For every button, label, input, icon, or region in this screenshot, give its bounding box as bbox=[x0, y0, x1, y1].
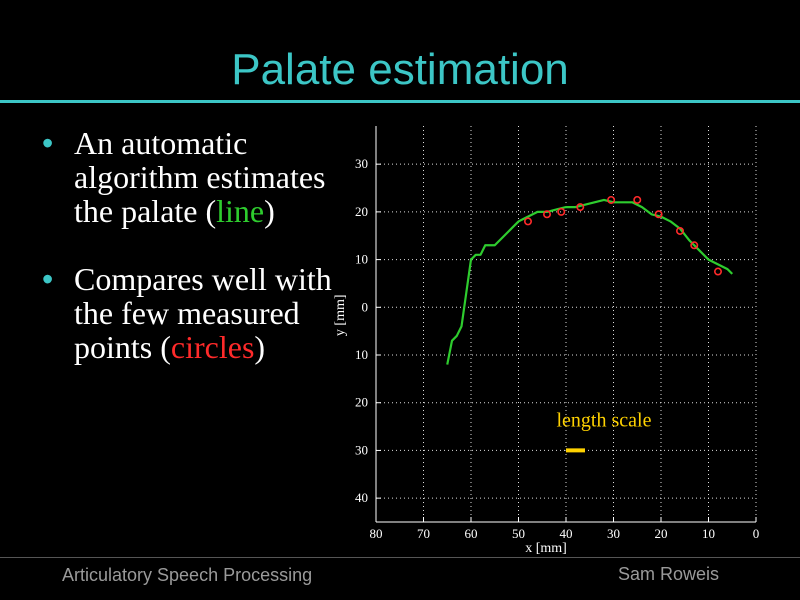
bullet-marker: • bbox=[42, 125, 54, 161]
y-tick-label: 0 bbox=[362, 299, 369, 314]
y-tick-label: 40 bbox=[355, 490, 368, 505]
measured-point bbox=[690, 241, 699, 250]
measured-point bbox=[576, 203, 585, 212]
y-tick-label: 30 bbox=[355, 442, 368, 457]
bullet-highlight-line: line bbox=[216, 193, 265, 229]
x-tick-label: 20 bbox=[655, 526, 668, 541]
footer-course-title: Articulatory Speech Processing bbox=[62, 565, 313, 585]
x-tick-label: 80 bbox=[370, 526, 383, 541]
measured-point bbox=[713, 267, 722, 276]
length-scale-label: length scale bbox=[557, 410, 652, 432]
y-tick-label: 20 bbox=[355, 204, 368, 219]
bullet-list: • An automatic algorithm estimates the p… bbox=[42, 126, 332, 398]
bullet-highlight-circles: circles bbox=[170, 329, 255, 365]
measured-point bbox=[543, 210, 552, 219]
footer-divider bbox=[0, 557, 800, 558]
x-tick-label: 50 bbox=[512, 526, 525, 541]
x-tick-label: 60 bbox=[465, 526, 478, 541]
bullet-compares: • Compares well with the few measured po… bbox=[42, 262, 332, 364]
x-tick-label: 10 bbox=[702, 526, 715, 541]
bullet-text: Compares well with the few measured poin… bbox=[74, 261, 332, 365]
bullet-algorithm: • An automatic algorithm estimates the p… bbox=[42, 126, 332, 228]
x-tick-label: 0 bbox=[753, 526, 760, 541]
title-divider bbox=[0, 100, 800, 103]
measured-point bbox=[607, 195, 616, 204]
bullet-text: An automatic algorithm estimates the pal… bbox=[74, 125, 326, 229]
measured-point bbox=[633, 195, 642, 204]
bullet-tail: ) bbox=[264, 193, 275, 229]
measured-point bbox=[557, 207, 566, 216]
x-tick-label: 40 bbox=[560, 526, 573, 541]
slide-title: Palate estimation bbox=[231, 45, 569, 94]
y-tick-label: 20 bbox=[355, 395, 368, 410]
palate-line bbox=[446, 198, 734, 365]
bullet-marker: • bbox=[42, 261, 54, 297]
measured-point bbox=[524, 217, 533, 226]
footer-author: Sam Roweis bbox=[618, 564, 720, 584]
x-tick-label: 70 bbox=[417, 526, 430, 541]
measured-point bbox=[675, 226, 684, 235]
x-tick-label: 30 bbox=[607, 526, 620, 541]
y-tick-label: 10 bbox=[355, 252, 368, 267]
y-tick-label: 10 bbox=[355, 347, 368, 362]
x-axis-label: x [mm] bbox=[525, 541, 567, 556]
y-axis-label: y [mm] bbox=[333, 294, 348, 336]
y-tick-label: 30 bbox=[355, 156, 368, 171]
bullet-tail: ) bbox=[254, 329, 266, 365]
measured-point bbox=[654, 210, 663, 219]
